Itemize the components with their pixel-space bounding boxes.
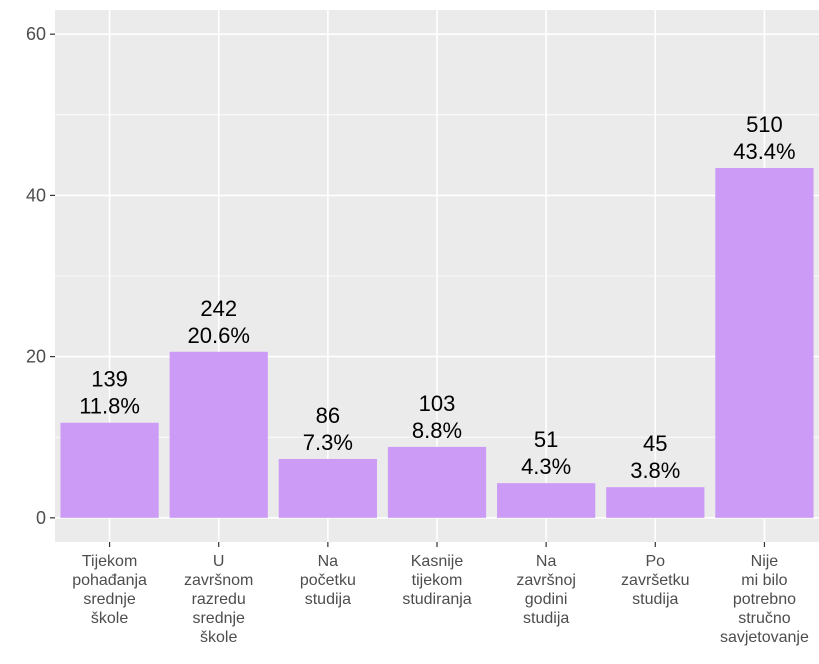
x-axis: Tijekom pohađanja srednje škole U završnom raz… — [72, 542, 809, 646]
percent-label: 11.8% — [79, 394, 140, 419]
percent-label: 3.8% — [630, 458, 680, 483]
percent-label: 4.3% — [521, 454, 571, 479]
bar — [169, 351, 268, 518]
bar — [387, 446, 487, 518]
x-category-label: Tijekom pohađanja srednje škole — [72, 553, 147, 627]
x-category-label: Na završnoj godini studija — [516, 553, 576, 627]
bar — [60, 422, 159, 518]
x-category-label: Nije mi bilo potrebno stručno savjetovanje — [720, 553, 809, 646]
y-tick-label: 60 — [26, 24, 46, 44]
count-label: 139 — [91, 367, 128, 392]
bar — [278, 458, 377, 518]
percent-label: 43.4% — [733, 139, 795, 164]
x-category-label: Na početku studija — [300, 553, 356, 608]
count-label: 103 — [419, 391, 456, 416]
y-tick-label: 0 — [36, 508, 46, 528]
x-category-label: Kasnije tijekom studiranja — [402, 553, 471, 608]
percent-label: 20.6% — [188, 323, 250, 348]
x-category-label: Po završetku studija — [621, 553, 689, 608]
percent-label: 8.8% — [412, 418, 462, 443]
count-label: 45 — [643, 431, 667, 456]
count-label: 242 — [200, 296, 237, 321]
count-label: 510 — [746, 112, 783, 137]
bars — [60, 167, 814, 518]
count-label: 86 — [316, 403, 340, 428]
bar — [497, 483, 596, 518]
y-tick-label: 40 — [26, 185, 46, 205]
percent-label: 7.3% — [303, 430, 353, 455]
count-label: 51 — [534, 427, 558, 452]
bar — [715, 167, 814, 518]
bar — [606, 487, 705, 518]
y-tick-label: 20 — [26, 347, 46, 367]
y-axis: 0 20 40 60 — [26, 24, 55, 528]
